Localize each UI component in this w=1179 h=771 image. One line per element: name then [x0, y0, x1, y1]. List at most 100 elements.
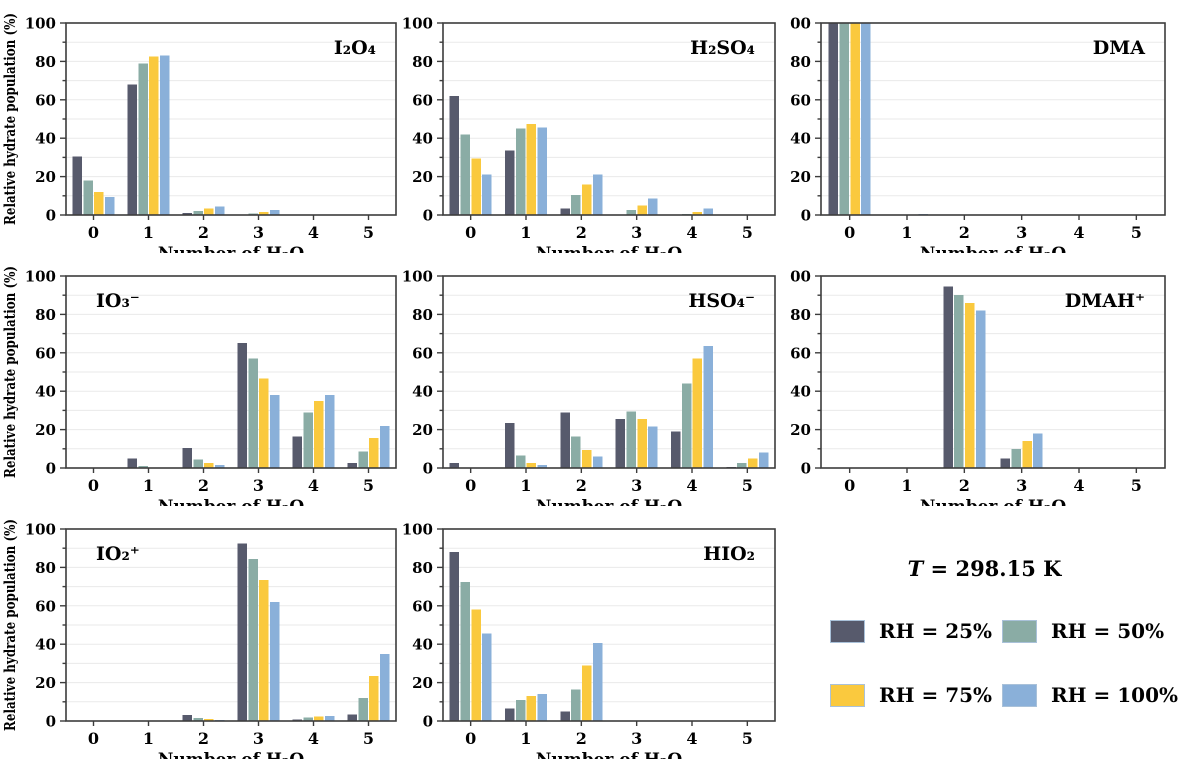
x-tick-label: 5 — [363, 476, 374, 495]
bar-rh75-x4 — [692, 212, 703, 215]
bar-rh50-x5 — [737, 463, 747, 468]
bar-rh75-x3 — [637, 205, 647, 215]
bar-rh100-x4 — [324, 716, 335, 721]
bar-rh50-x4 — [303, 412, 313, 468]
bar-rh100-x4 — [703, 208, 713, 215]
y-tick-label: 100 — [25, 521, 56, 539]
bar-rh75-x5 — [369, 675, 379, 721]
chart-io3: 0 20 40 60 80 100 0 1 2 3 4 5 Number of H₂O Relative … — [1, 266, 397, 506]
bar-rh100-x4 — [324, 395, 335, 468]
x-tick-label: 4 — [1073, 223, 1084, 242]
x-tick-label: 5 — [363, 729, 374, 748]
bar-rh75-x2 — [581, 184, 592, 215]
y-tick-label: 60 — [790, 91, 811, 109]
bar-rh100-x1 — [537, 465, 547, 468]
bar-rh100-x0 — [482, 174, 492, 215]
y-tick-label: 20 — [790, 168, 811, 186]
bar-rh50-x3 — [626, 411, 637, 468]
legend-item-rh75: RH = 75% — [830, 683, 992, 707]
bar-rh100-x0 — [104, 196, 115, 215]
bar-rh75-x2 — [581, 665, 592, 721]
panel-hso4: 0 20 40 60 80 100 0 1 2 3 4 5 Number of H₂O HSO₄⁻ — [400, 253, 790, 506]
bar-rh50-x5 — [358, 697, 368, 721]
bar-rh25-x3 — [615, 419, 626, 468]
y-tick-label: 0 — [801, 460, 811, 478]
bar-rh25-x1 — [127, 458, 138, 468]
y-tick-label: 40 — [790, 383, 811, 401]
bar-rh100-x2 — [592, 456, 603, 468]
bar-rh50-x2 — [193, 459, 203, 468]
bar-rh50-x4 — [303, 717, 313, 721]
bar-rh25-x2 — [560, 711, 570, 721]
bar-rh25-x1 — [127, 84, 138, 215]
bar-rh50-x2 — [954, 295, 964, 468]
bar-rh50-x0 — [839, 23, 850, 215]
y-tick-label: 20 — [412, 674, 433, 692]
x-tick-label: 5 — [742, 223, 753, 242]
x-tick-label: 0 — [844, 476, 855, 495]
bar-rh100-x3 — [269, 395, 280, 468]
x-tick-label: 2 — [576, 476, 587, 495]
bar-rh75-x0 — [850, 23, 860, 215]
bar-rh100-x3 — [1033, 433, 1043, 468]
y-tick-label: 0 — [423, 460, 433, 478]
y-tick-label: 0 — [46, 207, 56, 225]
y-tick-label: 100 — [402, 521, 433, 539]
bar-rh75-x3 — [259, 579, 269, 721]
panel-h2so4: 0 20 40 60 80 100 0 1 2 3 4 5 Number of H₂O H₂SO₄ — [400, 0, 790, 253]
x-tick-label: 0 — [88, 729, 99, 748]
y-tick-label: 60 — [35, 344, 56, 362]
bar-rh75-x0 — [471, 609, 481, 721]
panel-i2o4: 0 20 40 60 80 100 0 1 2 3 4 5 Number of H₂O Relative … — [0, 0, 400, 253]
y-tick-label: 40 — [412, 636, 433, 654]
x-axis-title: Number of H₂O — [536, 244, 683, 253]
x-tick-label: 0 — [88, 476, 99, 495]
legend: T = 298.15 K RH = 25% RH = 50% RH = 75% … — [790, 506, 1179, 771]
x-axis-title: Number of H₂O — [536, 750, 683, 759]
bar-rh100-x5 — [758, 452, 769, 468]
y-tick-label: 100 — [25, 268, 56, 286]
bar-rh75-x4 — [314, 716, 324, 721]
y-tick-label: 60 — [412, 597, 433, 615]
bar-rh50-x2 — [193, 211, 203, 215]
panel-title: IO₃⁻ — [96, 290, 140, 312]
x-tick-label: 1 — [143, 223, 154, 242]
chart-hio2: 0 20 40 60 80 100 0 1 2 3 4 5 Number of H₂O HIO₂ — [402, 521, 776, 759]
y-axis-title: Relative hydrate population (%) — [1, 266, 19, 478]
x-tick-label: 3 — [253, 729, 264, 748]
y-tick-label: 80 — [35, 306, 56, 324]
bar-rh25-x0 — [449, 95, 460, 215]
y-tick-label: 0 — [801, 207, 811, 225]
y-tick-label: 40 — [412, 383, 433, 401]
x-tick-label: 2 — [959, 476, 970, 495]
panel-title: HSO₄⁻ — [688, 290, 755, 312]
x-tick-label: 1 — [143, 476, 154, 495]
y-tick-label: 40 — [790, 130, 811, 148]
x-tick-label: 0 — [465, 729, 476, 748]
bar-rh75-x1 — [149, 56, 159, 215]
y-tick-label: 60 — [35, 91, 56, 109]
bar-rh75-x3 — [259, 378, 269, 468]
x-tick-label: 5 — [742, 729, 753, 748]
bar-rh100-x2 — [592, 174, 603, 215]
y-tick-label: 60 — [35, 597, 56, 615]
panel-title: DMAH⁺ — [1065, 290, 1145, 312]
legend-swatch-rh50 — [1002, 619, 1038, 643]
y-tick-label: 80 — [412, 559, 433, 577]
bar-rh75-x2 — [964, 302, 975, 468]
bar-rh50-x0 — [460, 581, 471, 721]
bar-rh50-x3 — [248, 358, 258, 468]
y-tick-label: 100 — [790, 268, 811, 286]
x-tick-label: 4 — [686, 476, 697, 495]
x-tick-label: 1 — [520, 476, 531, 495]
bar-rh100-x2 — [214, 206, 225, 215]
bar-rh50-x4 — [681, 383, 692, 468]
x-tick-label: 4 — [686, 223, 697, 242]
bar-rh50-x5 — [358, 451, 368, 468]
bar-rh100-x3 — [269, 210, 280, 215]
y-tick-label: 20 — [35, 168, 56, 186]
bar-rh75-x4 — [314, 400, 324, 468]
temperature-symbol: T — [907, 556, 924, 581]
bar-rh50-x2 — [571, 436, 581, 468]
x-tick-label: 3 — [253, 223, 264, 242]
